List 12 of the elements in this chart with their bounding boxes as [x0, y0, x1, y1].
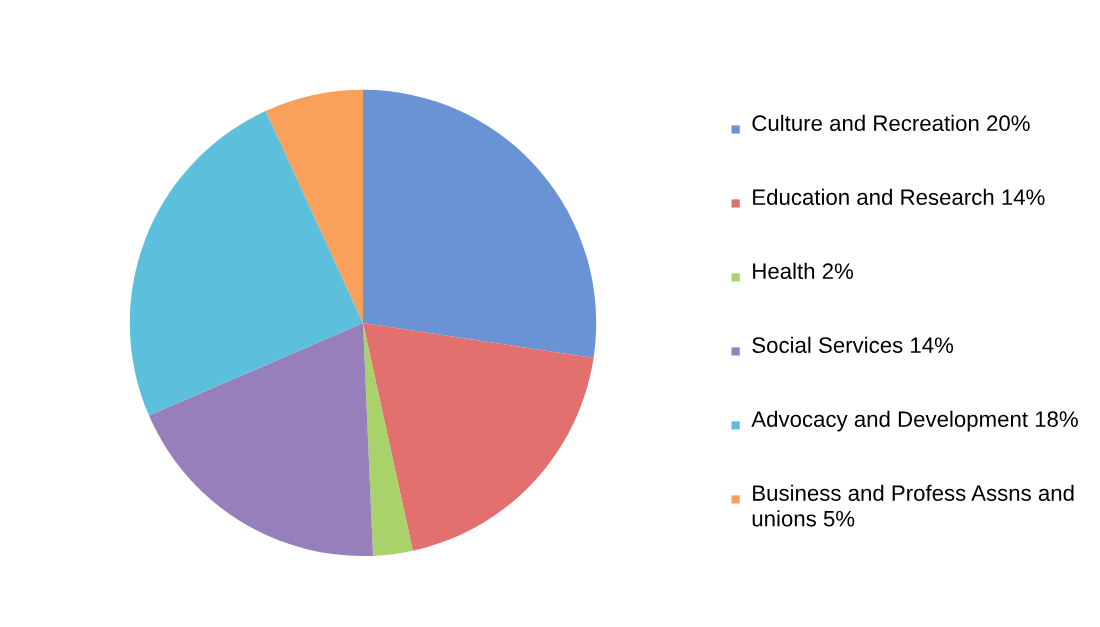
- pie-slice: [265, 89, 363, 323]
- legend-label: Health 2%: [753, 262, 854, 280]
- pie-slice: [363, 322, 413, 556]
- pie-slice: [129, 110, 363, 416]
- legend-label: Education and Research 14%: [753, 188, 1045, 206]
- legend-label: Advocacy and Development 18%: [751, 410, 1078, 432]
- pie-slice: [363, 89, 597, 358]
- pie-slice: [363, 322, 594, 551]
- legend-label: Social Services 14%: [752, 336, 954, 354]
- pie-slice: [149, 322, 374, 557]
- legend-label: Business and Profess Assns and unions 5%: [752, 484, 1074, 527]
- legend-label: Culture and Recreation 20%: [752, 114, 1030, 132]
